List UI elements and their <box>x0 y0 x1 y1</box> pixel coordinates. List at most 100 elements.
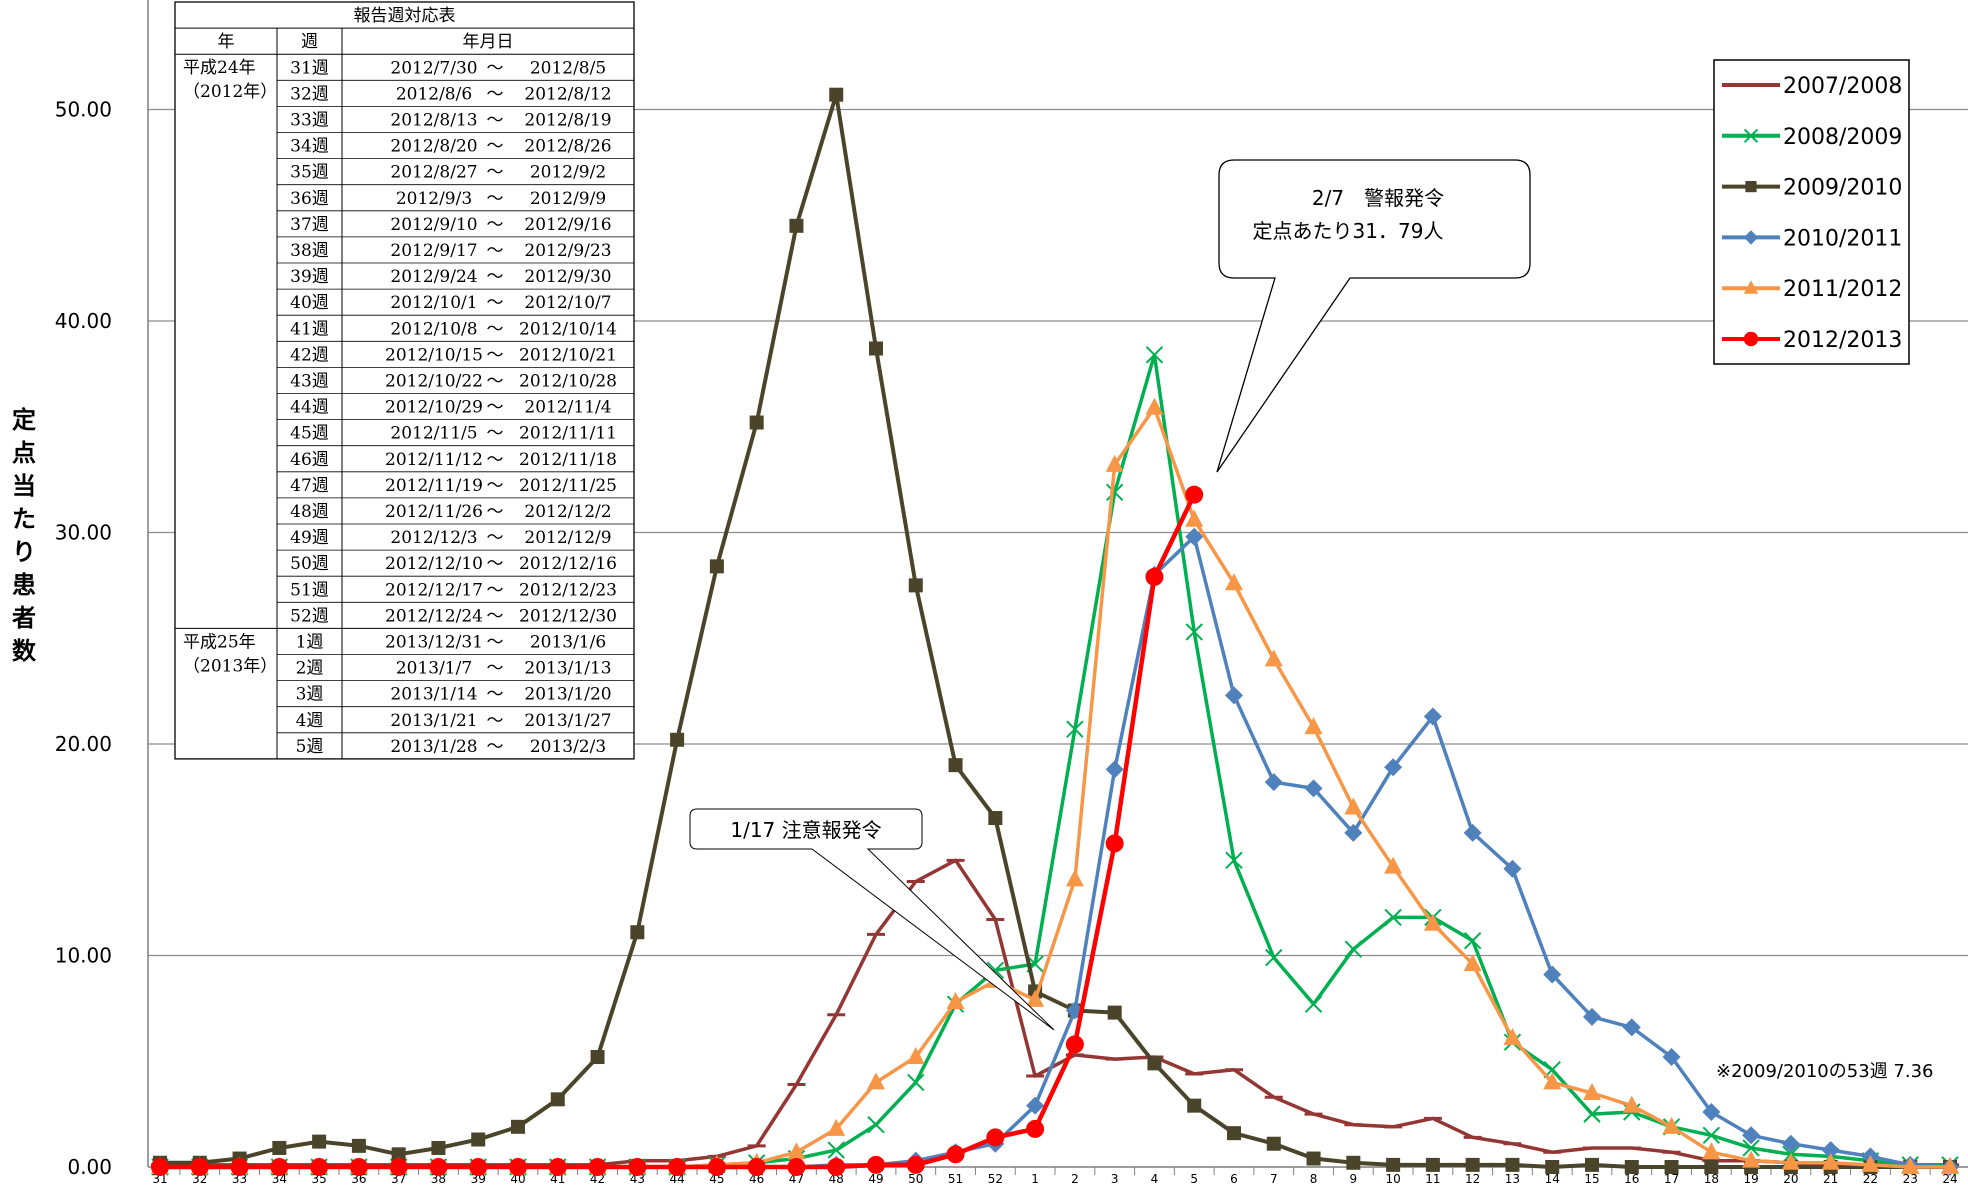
x-tick-label: 38 <box>431 1172 446 1186</box>
data-point <box>1622 1095 1641 1113</box>
table-from-date: 2012/9/24 <box>390 267 477 287</box>
warning-callout-line1: 2/7 警報発令 <box>1312 186 1444 210</box>
table-separator: ～ <box>487 163 504 183</box>
data-point <box>1145 567 1164 586</box>
data-point <box>312 1134 327 1149</box>
data-point <box>1185 623 1203 641</box>
table-separator: ～ <box>487 580 504 600</box>
table-to-date: 2013/1/13 <box>524 659 611 679</box>
x-tick-label: 24 <box>1942 1172 1957 1186</box>
data-point <box>1622 1018 1641 1037</box>
data-point <box>1704 1160 1719 1174</box>
x-tick-label: 12 <box>1465 1172 1480 1186</box>
data-point <box>827 1118 846 1136</box>
data-point <box>1145 346 1164 364</box>
table-separator: ～ <box>487 293 504 313</box>
data-point <box>1066 720 1084 738</box>
table-week-cell: 3週 <box>296 685 324 705</box>
data-point <box>1187 1098 1202 1113</box>
y-axis-label-char: り <box>12 538 36 566</box>
x-tick-label: 39 <box>471 1172 486 1186</box>
table-separator: ～ <box>487 424 504 444</box>
y-axis-label-char: 当 <box>12 472 36 500</box>
table-from-date: 2012/11/19 <box>385 476 483 496</box>
x-tick-label: 4 <box>1151 1172 1159 1186</box>
x-tick-label: 46 <box>749 1172 764 1186</box>
data-point <box>550 1092 565 1107</box>
table-year-label: （2013年） <box>183 656 277 676</box>
data-point <box>1781 1134 1800 1153</box>
x-tick-label: 50 <box>908 1172 923 1186</box>
data-point <box>588 1158 607 1176</box>
legend-label: 2012/2013 <box>1783 328 1902 353</box>
data-point <box>946 992 965 1010</box>
data-point <box>1266 1136 1281 1151</box>
data-point <box>1384 908 1402 927</box>
table-to-date: 2012/9/23 <box>524 241 611 261</box>
data-point <box>272 1140 287 1155</box>
table-from-date: 2012/8/27 <box>390 163 477 183</box>
data-point <box>1583 1105 1601 1123</box>
data-point <box>1306 1151 1321 1166</box>
x-tick-label: 22 <box>1863 1172 1878 1186</box>
data-point <box>867 1072 885 1090</box>
table-week-cell: 32週 <box>290 84 329 104</box>
data-point <box>1543 965 1562 984</box>
advisory-callout: 1/17 注意報発令 <box>689 808 1055 1031</box>
x-tick-label: 5 <box>1190 1172 1198 1186</box>
table-year-label: 平成24年 <box>183 58 256 78</box>
data-point <box>1821 1152 1840 1170</box>
data-point <box>1901 1157 1920 1174</box>
data-point <box>469 1158 488 1176</box>
data-point <box>351 1138 366 1153</box>
data-point <box>1662 1116 1681 1134</box>
table-from-date: 2012/10/1 <box>390 293 477 313</box>
data-point <box>670 732 685 747</box>
x-tick-label: 32 <box>192 1172 207 1186</box>
x-tick-label: 16 <box>1624 1172 1639 1186</box>
data-point <box>1225 573 1243 591</box>
table-separator: ～ <box>487 450 504 470</box>
data-point <box>867 1155 885 1174</box>
x-tick-label: 35 <box>311 1172 326 1186</box>
data-point <box>1304 995 1323 1013</box>
table-from-date: 2012/8/13 <box>390 111 477 131</box>
x-tick-label: 13 <box>1505 1172 1520 1186</box>
data-point <box>1664 1160 1679 1174</box>
table-week-cell: 1週 <box>296 633 324 653</box>
data-point <box>829 87 844 102</box>
table-week-cell: 36週 <box>290 189 329 209</box>
table-week-cell: 5週 <box>296 737 324 757</box>
x-tick-label: 49 <box>868 1172 883 1186</box>
data-point <box>1861 1154 1880 1172</box>
data-point <box>668 1158 687 1176</box>
table-to-date: 2012/9/9 <box>530 189 606 209</box>
table-to-date: 2012/8/12 <box>524 84 611 104</box>
data-point <box>1465 1157 1480 1172</box>
table-from-date: 2012/9/17 <box>390 241 477 261</box>
data-point <box>1702 1126 1721 1144</box>
data-point <box>1225 851 1243 870</box>
data-point <box>1344 797 1363 815</box>
table-to-date: 2012/11/25 <box>519 476 617 496</box>
y-tick-label: 0.00 <box>67 1155 112 1179</box>
data-point <box>151 1158 169 1176</box>
y-axis-label-char: 点 <box>12 439 36 467</box>
data-point <box>1745 181 1757 193</box>
data-point <box>1344 823 1363 842</box>
table-to-date: 2012/12/16 <box>519 554 617 574</box>
table-from-date: 2012/12/3 <box>390 528 477 548</box>
table-week-cell: 37週 <box>290 215 329 235</box>
table-separator: ～ <box>487 345 504 365</box>
data-point <box>1227 1126 1241 1141</box>
series-line <box>160 858 1950 1167</box>
data-point <box>431 1140 446 1155</box>
data-point <box>1065 869 1084 887</box>
table-week-cell: 38週 <box>290 241 329 261</box>
data-point <box>1384 856 1403 874</box>
series-2012-2013 <box>151 485 1204 1176</box>
data-point <box>1505 1157 1520 1172</box>
table-to-date: 2012/9/16 <box>524 215 611 235</box>
y-axis-label-char: 数 <box>12 637 37 665</box>
data-point <box>1384 758 1403 777</box>
